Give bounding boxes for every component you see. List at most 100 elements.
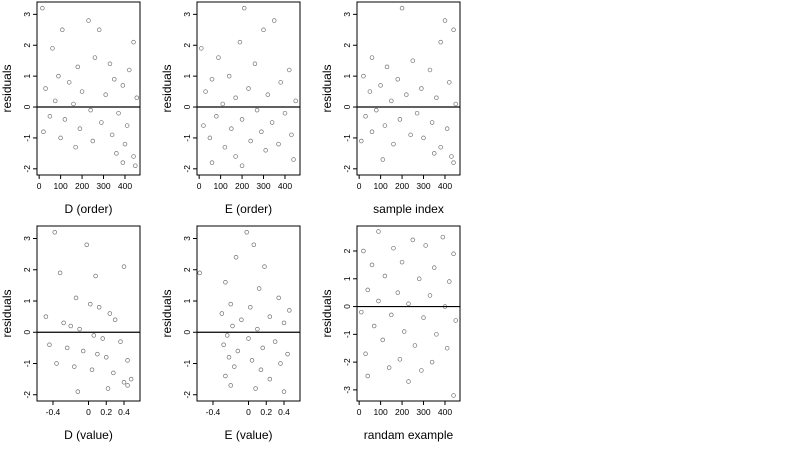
data-point: [111, 76, 117, 82]
points-group: [199, 5, 298, 168]
x-tick-label: 100: [374, 407, 388, 417]
data-point: [58, 135, 63, 141]
x-tick-label: 100: [214, 181, 228, 191]
data-point: [66, 80, 72, 85]
data-point: [50, 46, 55, 51]
data-point: [199, 46, 204, 51]
points-group: [43, 230, 134, 394]
y-axis-label: residuals: [160, 289, 174, 337]
data-point: [427, 67, 433, 73]
data-point: [220, 101, 226, 107]
data-point: [125, 358, 130, 363]
x-tick-label: 300: [416, 181, 430, 191]
data-point: [380, 157, 386, 162]
data-point: [133, 163, 138, 168]
plot-frame: [36, 1, 141, 176]
data-point: [116, 110, 121, 116]
x-tick-label: 0: [86, 407, 91, 417]
data-point: [376, 298, 381, 304]
data-point: [434, 95, 439, 101]
panel-6: 0 100 200 300 400 -3 -2 -1 0 1 2 randam example resi…: [320, 225, 461, 442]
plot-frame: [196, 225, 301, 402]
data-point: [233, 255, 239, 260]
x-tick-label: 0: [197, 181, 202, 191]
data-point: [248, 138, 253, 144]
data-point: [416, 276, 422, 282]
data-point: [261, 27, 266, 33]
data-point: [111, 370, 116, 376]
data-point: [438, 39, 443, 45]
y-tick-label: -1: [182, 359, 192, 367]
data-point: [293, 98, 298, 104]
y-tick-label: -2: [22, 165, 32, 173]
data-point: [421, 135, 426, 141]
x-axis-label: E (order): [225, 202, 272, 216]
y-tick-label: -2: [22, 391, 32, 399]
data-point: [93, 273, 98, 279]
data-point: [272, 18, 277, 23]
data-point: [73, 144, 78, 150]
data-point: [449, 154, 454, 159]
data-point: [363, 351, 368, 357]
data-point: [408, 132, 413, 138]
data-point: [269, 120, 275, 125]
data-point: [255, 326, 260, 332]
data-point: [64, 345, 70, 351]
data-point: [43, 314, 49, 319]
data-point: [267, 314, 273, 319]
data-point: [40, 5, 45, 11]
x-tick-label: 0: [357, 181, 362, 191]
x-tick-label: 200: [235, 181, 249, 191]
data-point: [109, 132, 115, 138]
data-point: [209, 76, 215, 82]
data-point: [395, 76, 401, 82]
data-point: [235, 348, 241, 354]
data-point: [237, 39, 243, 45]
y-tick-label: 1: [182, 298, 192, 303]
data-point: [77, 326, 82, 332]
data-point: [71, 101, 76, 107]
data-point: [272, 339, 278, 344]
data-point: [258, 367, 264, 373]
data-point: [414, 110, 420, 116]
data-point: [395, 290, 401, 295]
data-point: [432, 265, 437, 270]
x-tick-label: 0: [37, 181, 42, 191]
data-point: [423, 243, 428, 248]
y-tick-label: 2: [182, 43, 192, 48]
x-tick-label: 0: [246, 407, 251, 417]
data-point: [361, 248, 366, 254]
data-point: [401, 329, 407, 334]
data-point: [253, 386, 258, 391]
data-point: [278, 361, 283, 366]
data-point: [412, 343, 418, 348]
data-point: [214, 114, 219, 119]
data-point: [80, 348, 86, 354]
data-point: [197, 270, 202, 276]
data-point: [378, 83, 383, 88]
y-tick-label: -1: [342, 330, 352, 338]
data-point: [389, 312, 394, 318]
y-tick-label: 2: [22, 267, 32, 272]
data-point: [226, 73, 232, 79]
x-tick-label: 400: [278, 181, 292, 191]
data-point: [359, 138, 364, 144]
data-point: [406, 379, 411, 384]
data-point: [371, 323, 377, 329]
y-tick-label: 0: [182, 330, 192, 335]
y-tick-label: 1: [22, 74, 32, 79]
data-point: [124, 123, 130, 128]
y-tick-label: -2: [342, 358, 352, 366]
data-point: [244, 230, 249, 235]
data-point: [410, 237, 416, 243]
data-point: [91, 333, 97, 338]
x-tick-label: 100: [54, 181, 68, 191]
data-point: [239, 317, 244, 323]
data-point: [47, 114, 53, 119]
y-tick-label: 0: [182, 104, 192, 109]
data-point: [382, 273, 388, 279]
y-axis-label: residuals: [0, 289, 14, 337]
data-point: [287, 308, 292, 313]
data-point: [447, 80, 452, 85]
data-point: [222, 144, 228, 150]
